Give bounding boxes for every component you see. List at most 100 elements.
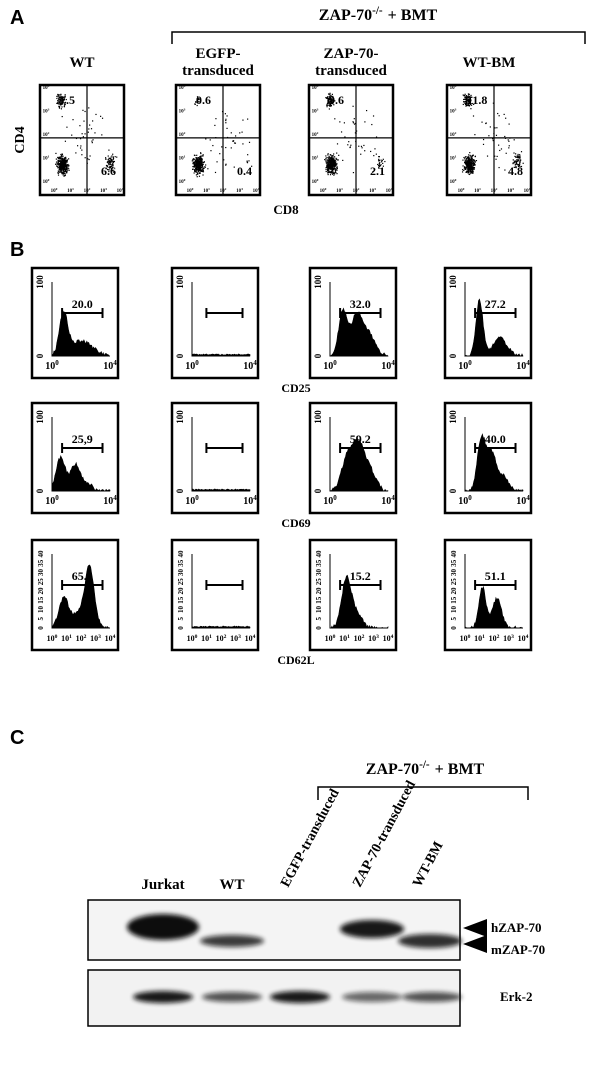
event-dot [352, 105, 354, 107]
event-dot [112, 158, 115, 160]
event-dot [59, 171, 62, 173]
event-dot [200, 163, 202, 165]
y-tick-label: 0 [175, 488, 185, 493]
x-tick-label: 100 [458, 187, 465, 194]
y-tick-label: 15 [177, 596, 185, 604]
event-dot [107, 169, 110, 171]
event-dot [380, 164, 382, 166]
tick-base: 10 [45, 361, 55, 372]
event-dot [504, 137, 507, 139]
event-dot [513, 152, 515, 154]
event-dot [58, 102, 61, 104]
histogram-frame [308, 538, 398, 652]
event-dot [59, 160, 61, 163]
event-dot [471, 171, 473, 173]
event-dot [469, 162, 471, 165]
quadrant-value: 4.8 [508, 164, 523, 178]
event-dot [515, 163, 518, 165]
event-dot [482, 143, 485, 146]
y-tick-label: 100 [312, 178, 319, 185]
event-dot [58, 160, 60, 162]
event-dot [205, 164, 207, 166]
event-dot [61, 163, 63, 165]
event-dot [58, 158, 60, 160]
event-dot [333, 174, 335, 176]
event-dot [469, 99, 471, 102]
event-dot [339, 121, 341, 123]
tick-base: 10 [312, 133, 318, 138]
event-dot [196, 96, 199, 98]
histogram [329, 307, 389, 357]
x-tick-label: 101 [339, 634, 350, 643]
event-dot [107, 159, 110, 161]
event-dot [331, 102, 333, 104]
gate-value: 27.2 [485, 297, 506, 311]
event-dot [60, 99, 62, 102]
event-dot [194, 103, 196, 105]
event-dot [91, 140, 93, 142]
event-dot [332, 102, 334, 104]
event-dot [343, 122, 345, 124]
event-dot [330, 157, 332, 159]
event-dot [342, 159, 344, 161]
event-dot [230, 132, 232, 134]
tick-base: 10 [524, 189, 530, 194]
tick-base: 10 [458, 496, 468, 507]
event-dot [327, 167, 329, 169]
x-tick-label: 103 [369, 187, 376, 194]
protein-band [127, 914, 199, 940]
event-dot [64, 140, 67, 142]
tick-base: 10 [450, 110, 456, 115]
quadrant-value: 11.8 [467, 93, 487, 107]
event-dot [57, 100, 59, 102]
histogram-frame [170, 266, 260, 380]
event-dot [327, 173, 329, 176]
event-dot [464, 101, 466, 103]
event-dot [520, 151, 523, 153]
y-tick-label: 100 [43, 178, 50, 185]
x-tick-label: 104 [386, 187, 393, 194]
event-dot [196, 161, 198, 163]
event-dot [197, 98, 200, 101]
event-dot [60, 158, 62, 160]
event-dot [465, 103, 468, 105]
event-dot [199, 172, 201, 174]
lane-label: ZAP-70-transduced [350, 778, 419, 890]
event-dot [471, 102, 473, 105]
event-dot [473, 103, 475, 106]
event-dot [328, 170, 330, 172]
event-dot [474, 155, 476, 158]
event-dot [350, 144, 352, 146]
event-dot [200, 157, 202, 159]
event-dot [331, 173, 334, 175]
tick-exp: 4 [113, 359, 117, 367]
event-dot [58, 162, 61, 165]
y-tick-label: 25 [177, 578, 185, 586]
event-dot [514, 155, 516, 158]
event-dot [472, 166, 474, 168]
y-tick-label: 40 [315, 550, 323, 558]
event-dot [58, 156, 60, 158]
event-dot [462, 159, 464, 161]
event-dot [329, 94, 331, 96]
event-dot [326, 96, 329, 98]
event-dot [62, 168, 64, 171]
event-dot [60, 153, 62, 156]
event-dot [59, 99, 61, 101]
event-dot [466, 161, 469, 163]
event-dot [330, 161, 332, 163]
gate-bar [61, 308, 104, 318]
event-dot [201, 162, 203, 164]
event-dot [107, 162, 109, 164]
histogram-frame [30, 538, 120, 652]
tick-exp: 1 [208, 187, 210, 191]
event-dot [327, 101, 329, 103]
tick-base: 10 [503, 634, 511, 643]
event-dot [198, 163, 200, 165]
event-dot [57, 161, 59, 163]
event-dot [472, 162, 475, 164]
event-dot [378, 164, 381, 166]
histogram [329, 437, 389, 492]
event-dot [516, 156, 518, 158]
event-dot [63, 168, 65, 171]
